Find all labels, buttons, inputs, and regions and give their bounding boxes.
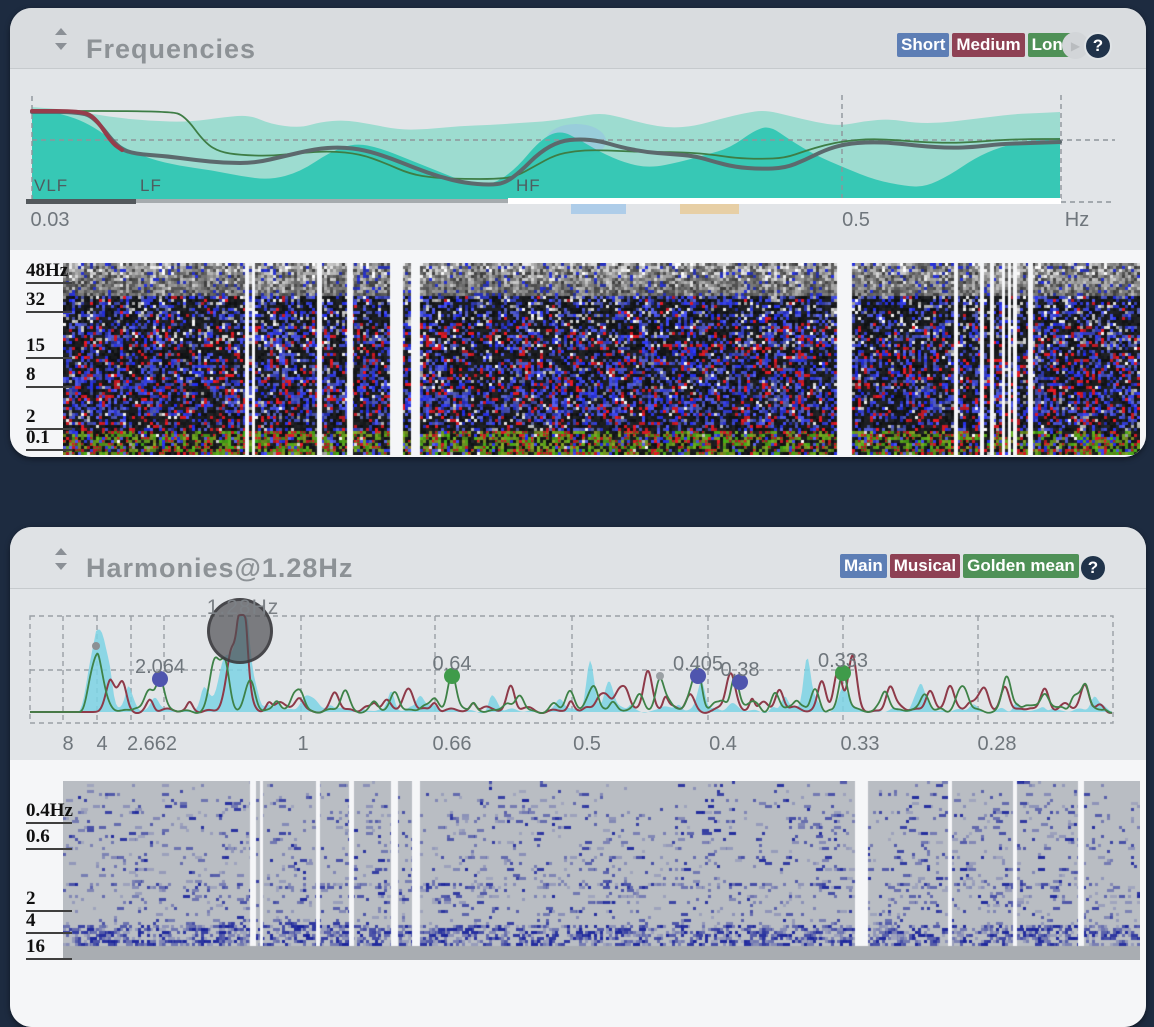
chevron-up-icon: [55, 28, 67, 35]
chevron-down-icon: [55, 563, 67, 570]
band-label-hf: HF: [516, 176, 541, 196]
frequencies-spectrogram-section: [10, 250, 1146, 457]
harmonies-panel: Harmonies@1.28Hz MainMusicalGolden mean …: [10, 527, 1146, 1027]
legend-musical-button[interactable]: Musical: [890, 554, 960, 578]
help-button[interactable]: ?: [1084, 32, 1112, 60]
selected-peak-label: 1.28Hz: [163, 596, 323, 620]
x-tick: 0.33: [800, 733, 920, 756]
x-tick: 0.66: [392, 733, 512, 756]
spectrogram-y-label: 4: [26, 910, 72, 934]
x-tick: 0.03: [10, 209, 110, 232]
spectrogram-y-label: 0.6: [26, 826, 72, 850]
peak-marker-label: 0.38: [680, 659, 800, 682]
frequencies-header: Frequencies ShortMediumLong ▶ ?: [10, 8, 1146, 69]
frequencies-chart-area: [10, 68, 1146, 250]
frequencies-spectrogram[interactable]: [63, 263, 1140, 455]
x-tick: 0.5: [527, 733, 647, 756]
spectrogram-y-label: 15: [26, 335, 72, 359]
band-label-lf: LF: [140, 176, 162, 196]
harmonies-legend: MainMusicalGolden mean: [840, 554, 1079, 578]
legend-main-button[interactable]: Main: [840, 554, 887, 578]
legend-golden-mean-button[interactable]: Golden mean: [963, 554, 1079, 578]
frequencies-legend: ShortMediumLong: [897, 33, 1077, 57]
play-icon: ▶: [1071, 39, 1080, 53]
help-button[interactable]: ?: [1079, 554, 1107, 582]
spectrogram-y-label: 48Hz: [26, 260, 72, 284]
spectrogram-y-label: 0.1: [26, 427, 72, 451]
peak-marker-label: 0.333: [783, 650, 903, 673]
spectrogram-y-label: 16: [26, 936, 72, 960]
x-tick: 0.5: [796, 209, 916, 232]
legend-short-button[interactable]: Short: [897, 33, 949, 57]
panel-title: Harmonies@1.28Hz: [86, 553, 353, 584]
chevron-down-icon: [55, 43, 67, 50]
peak-marker-label: 0.64: [392, 653, 512, 676]
harmonies-spectrogram-section: [10, 760, 1146, 1027]
peak-marker-label: 2.064: [100, 656, 220, 679]
collapse-icon[interactable]: [54, 548, 68, 570]
x-tick: 0.28: [937, 733, 1057, 756]
spectrogram-y-label: 0.4Hz: [26, 800, 72, 824]
band-label-vlf: VLF: [34, 176, 68, 196]
x-tick: 0.4: [663, 733, 783, 756]
spectrogram-y-label: 8: [26, 364, 72, 388]
frequencies-panel: Frequencies ShortMediumLong ▶ ? VLF LF HF 0…: [10, 8, 1146, 457]
collapse-icon[interactable]: [54, 28, 68, 50]
panel-title: Frequencies: [86, 34, 256, 65]
x-tick: 1: [243, 733, 363, 756]
harmonies-header: Harmonies@1.28Hz MainMusicalGolden mean …: [10, 527, 1146, 589]
chevron-up-icon: [55, 548, 67, 555]
spectrogram-y-label: 32: [26, 289, 72, 313]
frequencies-chart[interactable]: [10, 68, 1146, 250]
legend-medium-button[interactable]: Medium: [952, 33, 1024, 57]
harmonies-spectrogram[interactable]: [63, 781, 1140, 960]
x-tick: 2.662: [92, 733, 212, 756]
spectrogram-y-label: 2: [26, 888, 72, 912]
x-tick: Hz: [1017, 209, 1137, 232]
